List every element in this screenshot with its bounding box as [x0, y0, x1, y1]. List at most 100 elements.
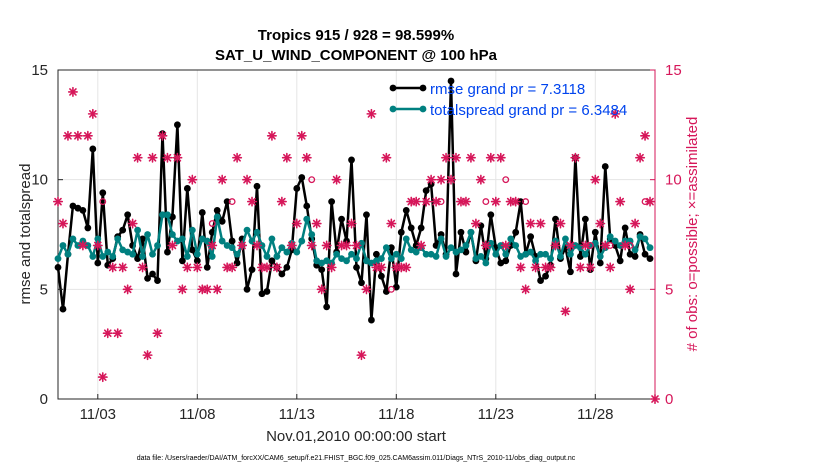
obs-possible-marker	[641, 198, 649, 206]
obs-assimilated-marker	[261, 262, 272, 273]
series-spread-point	[144, 231, 151, 238]
obs-assimilated-stroke-d2	[113, 329, 122, 338]
obs-assimilated-marker	[192, 262, 203, 273]
series-rmse-point	[298, 174, 306, 181]
obs-assimilated-stroke-d2	[551, 241, 560, 250]
obs-assimilated-marker	[266, 130, 277, 141]
series-spread-point	[512, 242, 520, 249]
series-spread-point	[69, 235, 77, 243]
obs-possible-marker	[228, 198, 236, 206]
obs-assimilated-marker	[351, 240, 362, 251]
obs-assimilated-stroke-d2	[422, 197, 430, 206]
obs-assimilated-stroke-d2	[233, 153, 241, 162]
obs-markers	[52, 86, 661, 405]
series-spread-point	[243, 226, 251, 234]
obs-assimilated-stroke-d2	[367, 110, 376, 118]
obs-assimilated-stroke-d2	[302, 153, 311, 162]
series-rmse-point	[502, 257, 510, 265]
obs-assimilated-stroke-d2	[193, 263, 202, 272]
obs-assimilated-stroke-d2	[54, 197, 62, 206]
obs-possible-marker	[99, 198, 107, 206]
series-spread-point	[606, 233, 614, 241]
obs-assimilated-marker	[490, 196, 501, 207]
obs-assimilated-stroke-d2	[59, 219, 67, 228]
obs-assimilated-marker	[475, 174, 486, 185]
legend-rmse-marker-left	[389, 84, 397, 92]
series-spread-point	[343, 257, 350, 265]
obs-assimilated-stroke-d2	[228, 263, 236, 272]
series-spread-point	[188, 226, 196, 234]
obs-assimilated-stroke-d2	[556, 219, 565, 228]
obs-assimilated-stroke-d2	[412, 197, 421, 206]
obs-assimilated-stroke-d2	[482, 241, 490, 250]
obs-assimilated-stroke-d2	[183, 263, 192, 272]
y-axis-label: rmse and totalspread	[17, 164, 34, 305]
obs-assimilated-marker	[232, 152, 243, 163]
obs-assimilated-marker	[331, 174, 342, 185]
series-spread-point	[581, 250, 589, 258]
obs-assimilated-marker	[590, 174, 601, 185]
obs-assimilated-marker	[610, 108, 621, 119]
legend-spread-label: totalspread grand pr = 6.3484	[430, 102, 627, 119]
obs-assimilated-marker	[441, 152, 452, 163]
series-spread-point	[397, 255, 405, 263]
obs-assimilated-marker	[291, 218, 302, 229]
series-spread-point	[283, 248, 291, 256]
obs-assimilated-marker	[341, 240, 352, 251]
obs-assimilated-stroke-d2	[84, 131, 92, 140]
obs-assimilated-stroke-d2	[357, 351, 366, 359]
series-spread-point	[532, 257, 539, 265]
obs-assimilated-stroke-d2	[327, 263, 336, 272]
x-axis-label: Nov.01,2010 00:00:00 start	[266, 428, 447, 445]
obs-assimilated-stroke-d2	[69, 88, 77, 96]
obs-assimilated-stroke-d2	[636, 153, 644, 162]
series-spread-point	[412, 248, 420, 256]
series-rmse-point	[527, 233, 535, 241]
series-rmse-point	[353, 264, 360, 271]
series-rmse-point	[243, 285, 251, 293]
series-spread-point	[159, 211, 166, 219]
obs-assimilated-stroke-d2	[382, 153, 391, 162]
y-right-tick-label-3: 15	[665, 62, 682, 79]
series-rmse-point	[512, 228, 520, 236]
obs-assimilated-marker	[450, 152, 462, 163]
series-rmse-point	[641, 250, 649, 258]
y-tick-label-2: 10	[31, 172, 48, 189]
series-rmse-point	[54, 264, 62, 271]
obs-assimilated-stroke-d2	[387, 219, 396, 228]
obs-possible-marker	[482, 198, 490, 206]
obs-assimilated-marker	[401, 262, 412, 273]
series-spread-point	[537, 250, 544, 258]
obs-assimilated-stroke-d2	[472, 219, 480, 228]
series-spread-point	[447, 244, 455, 252]
obs-assimilated-stroke-d2	[452, 153, 460, 162]
series-rmse-point	[89, 145, 97, 153]
obs-assimilated-stroke-d2	[521, 285, 530, 294]
obs-assimilated-marker	[510, 196, 521, 207]
series-spread-point	[467, 228, 475, 236]
obs-assimilated-marker	[625, 284, 636, 295]
obs-assimilated-marker	[227, 262, 238, 273]
series-rmse-point	[283, 264, 291, 271]
obs-assimilated-marker	[316, 284, 327, 295]
obs-assimilated-stroke-d2	[511, 197, 520, 206]
legend-spread-marker-right	[419, 105, 427, 113]
obs-assimilated-stroke-d2	[173, 153, 182, 162]
series-spread-point	[567, 250, 574, 258]
obs-assimilated-marker	[436, 174, 447, 185]
series-rmse-point	[198, 209, 206, 216]
series-spread-point	[99, 253, 107, 260]
series-spread-point	[646, 244, 654, 252]
obs-assimilated-stroke-d2	[417, 241, 425, 250]
obs-assimilated-marker	[72, 130, 83, 141]
series-rmse-point	[596, 259, 604, 267]
obs-assimilated-stroke-d2	[646, 197, 654, 206]
x-tick-label-2: 11/13	[279, 406, 315, 423]
obs-assimilated-marker	[560, 306, 571, 317]
obs-assimilated-marker	[470, 218, 481, 229]
series-rmse-point	[397, 228, 405, 236]
obs-assimilated-stroke-d2	[526, 219, 535, 228]
obs-assimilated-stroke-d2	[591, 175, 600, 184]
series-spread-point	[422, 250, 430, 258]
